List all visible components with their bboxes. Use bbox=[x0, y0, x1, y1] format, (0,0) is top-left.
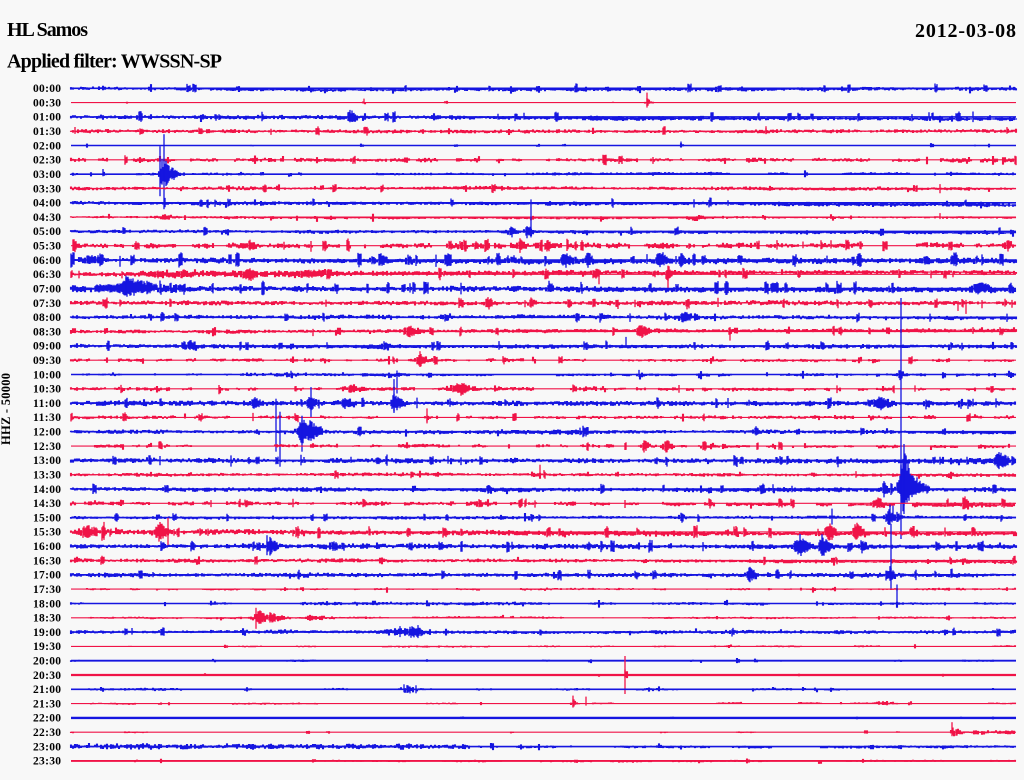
svg-text:22:00: 22:00 bbox=[33, 713, 61, 725]
svg-text:09:30: 09:30 bbox=[33, 355, 61, 367]
svg-text:23:00: 23:00 bbox=[33, 741, 61, 753]
svg-text:HHZ - 50000: HHZ - 50000 bbox=[0, 373, 13, 445]
svg-text:02:00: 02:00 bbox=[33, 140, 61, 152]
svg-text:05:00: 05:00 bbox=[33, 226, 61, 238]
svg-text:06:30: 06:30 bbox=[33, 269, 61, 281]
svg-text:05:30: 05:30 bbox=[33, 241, 61, 253]
svg-text:08:30: 08:30 bbox=[33, 326, 61, 338]
svg-text:20:00: 20:00 bbox=[33, 656, 61, 668]
svg-text:09:00: 09:00 bbox=[33, 341, 61, 353]
svg-text:18:30: 18:30 bbox=[33, 613, 61, 625]
svg-text:17:00: 17:00 bbox=[33, 570, 61, 582]
svg-text:17:30: 17:30 bbox=[33, 584, 61, 596]
svg-text:11:00: 11:00 bbox=[33, 398, 61, 410]
svg-text:HL Samos: HL Samos bbox=[7, 19, 88, 41]
svg-text:12:30: 12:30 bbox=[33, 441, 61, 453]
svg-text:13:30: 13:30 bbox=[33, 470, 61, 482]
svg-text:16:30: 16:30 bbox=[33, 555, 61, 567]
svg-text:16:00: 16:00 bbox=[33, 541, 61, 553]
svg-text:00:30: 00:30 bbox=[33, 97, 61, 109]
svg-text:19:00: 19:00 bbox=[33, 627, 61, 639]
svg-text:04:30: 04:30 bbox=[33, 212, 61, 224]
svg-text:10:00: 10:00 bbox=[33, 369, 61, 381]
svg-text:21:00: 21:00 bbox=[33, 684, 61, 696]
svg-text:07:30: 07:30 bbox=[33, 298, 61, 310]
svg-text:01:00: 01:00 bbox=[33, 112, 61, 124]
svg-text:11:30: 11:30 bbox=[33, 412, 61, 424]
svg-text:14:30: 14:30 bbox=[33, 498, 61, 510]
svg-text:21:30: 21:30 bbox=[33, 698, 61, 710]
svg-text:04:00: 04:00 bbox=[33, 198, 61, 210]
svg-text:20:30: 20:30 bbox=[33, 670, 61, 682]
svg-text:14:00: 14:00 bbox=[33, 484, 61, 496]
svg-text:08:00: 08:00 bbox=[33, 312, 61, 324]
svg-text:02:30: 02:30 bbox=[33, 155, 61, 167]
svg-text:15:00: 15:00 bbox=[33, 512, 61, 524]
svg-text:23:30: 23:30 bbox=[33, 756, 61, 768]
svg-text:18:00: 18:00 bbox=[33, 598, 61, 610]
svg-text:03:00: 03:00 bbox=[33, 169, 61, 181]
svg-text:2012-03-08: 2012-03-08 bbox=[915, 20, 1016, 42]
svg-text:01:30: 01:30 bbox=[33, 126, 61, 138]
svg-text:06:00: 06:00 bbox=[33, 255, 61, 267]
svg-text:19:30: 19:30 bbox=[33, 641, 61, 653]
svg-text:22:30: 22:30 bbox=[33, 727, 61, 739]
svg-text:12:00: 12:00 bbox=[33, 427, 61, 439]
svg-text:13:00: 13:00 bbox=[33, 455, 61, 467]
svg-text:03:30: 03:30 bbox=[33, 183, 61, 195]
svg-text:00:00: 00:00 bbox=[33, 83, 61, 95]
svg-text:Applied filter: WWSSN-SP: Applied filter: WWSSN-SP bbox=[7, 51, 222, 73]
svg-text:07:00: 07:00 bbox=[33, 283, 61, 295]
svg-text:10:30: 10:30 bbox=[33, 384, 61, 396]
svg-text:15:30: 15:30 bbox=[33, 527, 61, 539]
